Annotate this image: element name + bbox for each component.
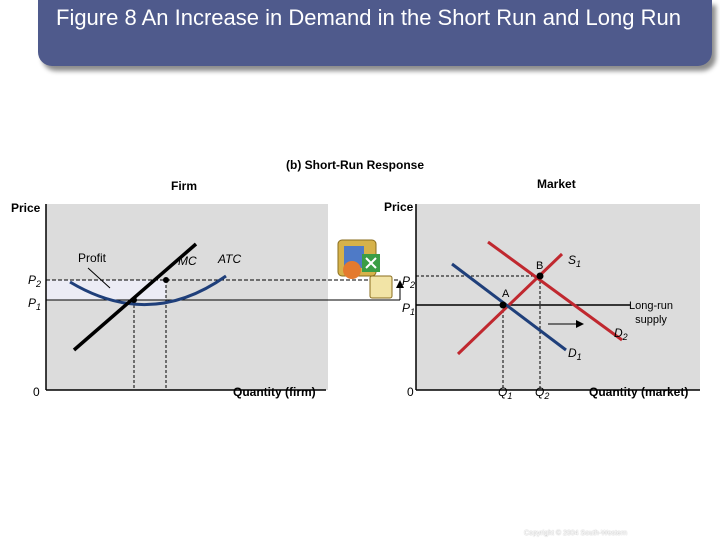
point-b-label: B [536, 260, 544, 272]
firm-p2-label: P2 [28, 273, 42, 289]
subtitle: (b) Short-Run Response [286, 158, 424, 172]
supply-curve-s1 [456, 252, 564, 356]
q1-label: Q1 [498, 385, 513, 401]
d1-label: D1 [568, 346, 582, 362]
market-heading: Market [537, 177, 576, 191]
office-clipart-icon [337, 239, 393, 299]
q2-label: Q2 [535, 385, 550, 401]
demand-curve-d2 [487, 240, 623, 342]
long-run-supply-label: Long-run supply [629, 300, 674, 326]
firm-x-axis-label: Quantity (firm) [233, 385, 316, 399]
mc-curve [72, 242, 198, 352]
firm-heading: Firm [171, 179, 198, 193]
profit-label: Profit [78, 251, 107, 265]
title-bar [38, 0, 712, 66]
d2-label: D2 [614, 326, 628, 342]
market-p1-label: P1 [402, 301, 416, 317]
firm-point-p1 [131, 297, 137, 303]
atc-label: ATC [218, 252, 242, 266]
firm-origin: 0 [33, 385, 40, 399]
slide-title: Figure 8 An Increase in Demand in the Sh… [56, 5, 681, 30]
firm-y-axis-label: Price [11, 201, 41, 215]
market-p2-label: P2 [402, 274, 416, 290]
s1-label: S1 [568, 253, 582, 269]
market-x-axis-label: Quantity (market) [589, 385, 689, 399]
market-y-axis-label: Price [384, 200, 414, 214]
market-point-a [499, 301, 507, 309]
market-origin: 0 [407, 385, 414, 399]
market-point-b [536, 272, 544, 280]
firm-point-p2 [163, 277, 169, 283]
firm-p1-label: P1 [28, 296, 42, 312]
atc-curve [69, 274, 227, 306]
point-a-label: A [502, 288, 510, 300]
mc-label: MC [178, 254, 197, 268]
copyright-notice: Copyright © 2004 South-Western [524, 530, 628, 537]
profit-arrow [87, 267, 111, 289]
price-connector-arrowhead [396, 280, 404, 288]
demand-curve-d1 [451, 262, 567, 352]
demand-shift-arrowhead [576, 320, 584, 328]
market-panel [416, 204, 700, 390]
